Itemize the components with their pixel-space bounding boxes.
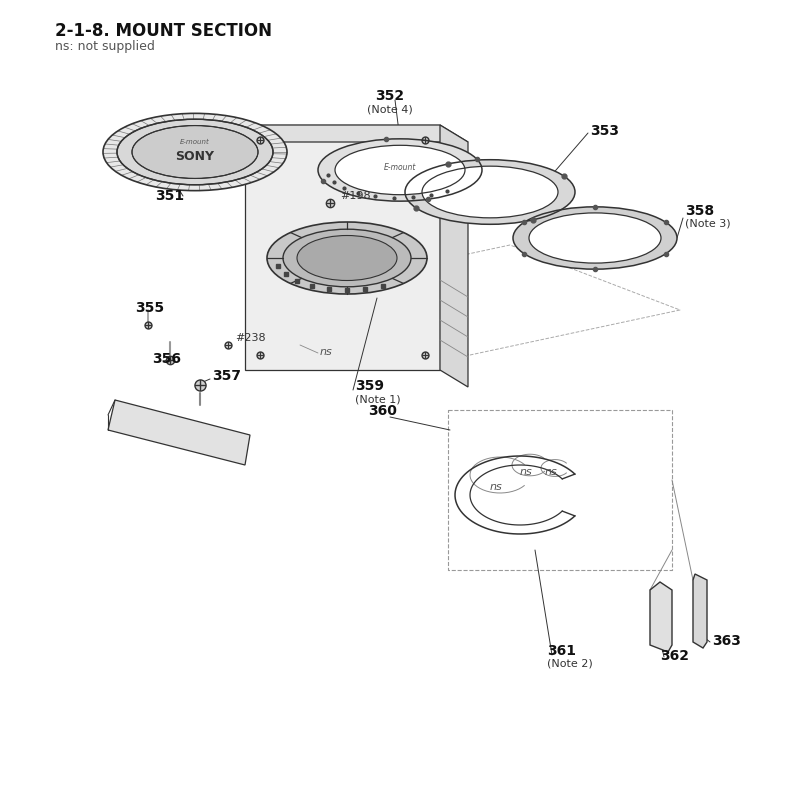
Text: 363: 363 [712, 634, 741, 648]
Ellipse shape [103, 114, 287, 190]
Text: 2-1-8. MOUNT SECTION: 2-1-8. MOUNT SECTION [55, 22, 272, 40]
Text: 357: 357 [212, 369, 241, 383]
Text: ns: ns [545, 467, 558, 477]
Text: 362: 362 [660, 649, 689, 663]
Polygon shape [440, 125, 468, 387]
Polygon shape [108, 400, 250, 465]
Text: (Note 2): (Note 2) [547, 659, 593, 669]
Ellipse shape [132, 126, 258, 178]
Text: 361: 361 [547, 644, 576, 658]
Text: (Note 3): (Note 3) [685, 219, 730, 229]
Text: ns: ns [490, 482, 502, 492]
Text: E-mount: E-mount [180, 139, 210, 145]
Polygon shape [245, 125, 468, 142]
Ellipse shape [267, 222, 427, 294]
Ellipse shape [405, 160, 575, 224]
Text: (Note 4): (Note 4) [367, 104, 413, 114]
Text: 351: 351 [155, 189, 185, 203]
Ellipse shape [117, 119, 273, 185]
Polygon shape [245, 125, 440, 370]
Text: E-mount: E-mount [384, 162, 416, 171]
Text: ns: not supplied: ns: not supplied [55, 40, 155, 53]
Ellipse shape [297, 235, 397, 281]
Ellipse shape [335, 146, 465, 194]
Ellipse shape [422, 166, 558, 218]
Text: 358: 358 [685, 204, 714, 218]
Polygon shape [693, 574, 707, 648]
Text: 360: 360 [368, 404, 397, 418]
Text: #238: #238 [235, 333, 266, 343]
Text: SONY: SONY [175, 150, 214, 163]
Ellipse shape [318, 139, 482, 201]
Text: 353: 353 [590, 124, 619, 138]
Text: (Note 1): (Note 1) [355, 394, 401, 404]
Ellipse shape [283, 230, 411, 286]
Ellipse shape [529, 213, 661, 263]
Text: 352: 352 [375, 89, 405, 103]
Text: 355: 355 [135, 301, 164, 315]
Text: 359: 359 [355, 379, 384, 393]
Text: 356: 356 [152, 352, 181, 366]
Text: ns: ns [320, 347, 333, 357]
Ellipse shape [513, 207, 677, 269]
Text: ns: ns [520, 467, 533, 477]
Polygon shape [650, 582, 672, 652]
Text: #198: #198 [340, 191, 370, 201]
